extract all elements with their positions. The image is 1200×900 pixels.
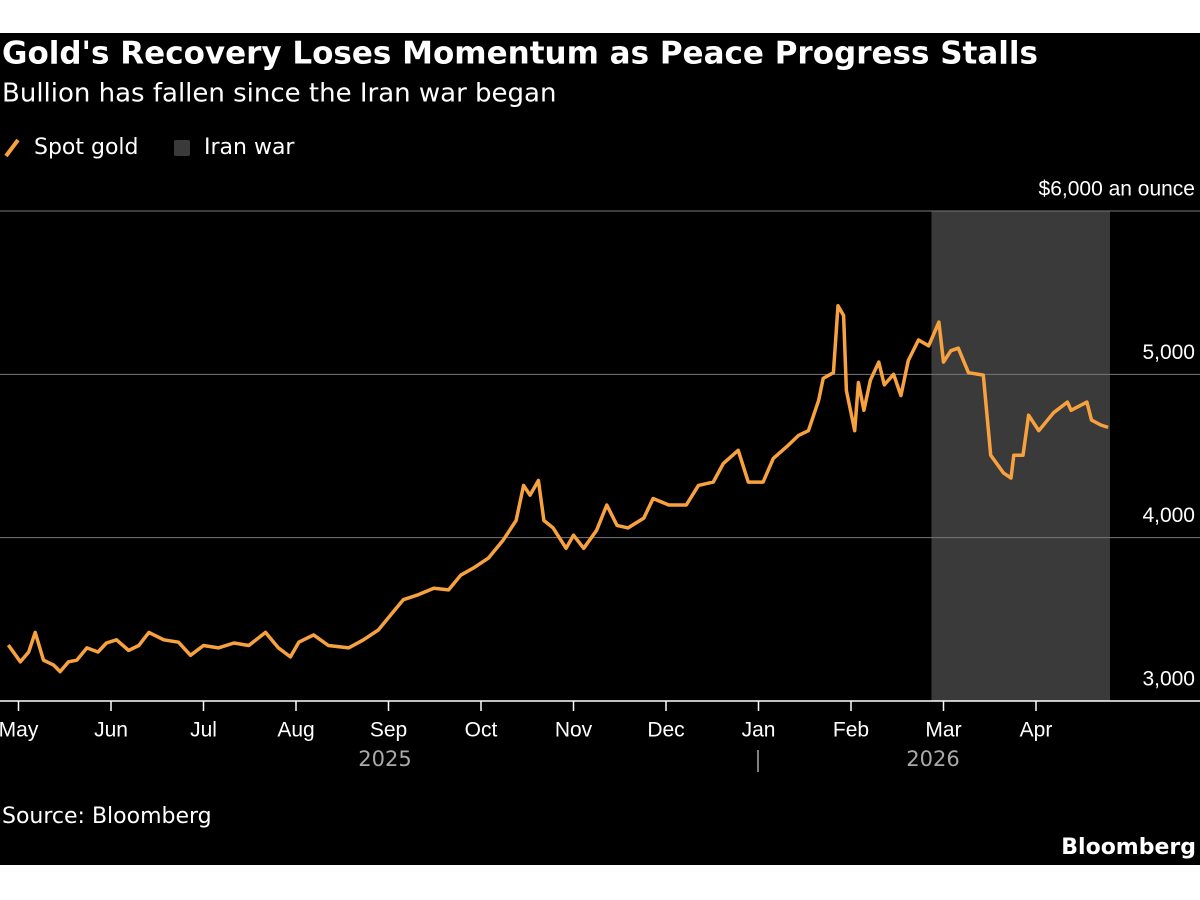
y-tick-label: 3,000 (1142, 668, 1195, 691)
x-tick-label: Nov (555, 719, 593, 742)
y-tick-label: 4,000 (1142, 504, 1195, 527)
x-tick-label: Jul (190, 719, 217, 742)
brand: Bloomberg (1061, 835, 1196, 860)
x-tick-label: Oct (465, 719, 498, 742)
x-tick-label: Feb (833, 719, 869, 742)
x-tick-label: Dec (647, 719, 684, 742)
year-label: 2025 (358, 747, 411, 771)
legend-swatch (4, 138, 20, 158)
x-tick-label: Mar (925, 719, 961, 742)
y-tick-label: $6,000 an ounce (1039, 178, 1195, 201)
y-tick-label: 5,000 (1142, 341, 1195, 364)
x-tick-label: Jun (94, 719, 128, 742)
chart-title: Gold's Recovery Loses Momentum as Peace … (2, 36, 1038, 72)
chart-subtitle: Bullion has fallen since the Iran war be… (2, 79, 556, 109)
legend-swatch (174, 140, 190, 156)
x-tick-label: Jan (742, 719, 776, 742)
price-line (6, 303, 1109, 674)
x-tick-label: May (0, 719, 39, 742)
x-tick-label: Sep (370, 719, 407, 742)
x-tick-label: Apr (1020, 719, 1053, 742)
year-label: 2026 (906, 747, 959, 771)
x-tick-label: Aug (277, 719, 314, 742)
legend-label: Iran war (204, 135, 295, 160)
legend-label: Spot gold (34, 135, 139, 160)
source: Source: Bloomberg (2, 804, 212, 829)
